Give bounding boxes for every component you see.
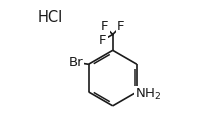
Text: HCl: HCl — [38, 10, 63, 25]
Text: F: F — [101, 20, 108, 33]
Text: F: F — [99, 34, 107, 47]
Text: Br: Br — [69, 56, 83, 69]
Text: NH$_2$: NH$_2$ — [136, 87, 162, 102]
Text: F: F — [117, 20, 124, 33]
